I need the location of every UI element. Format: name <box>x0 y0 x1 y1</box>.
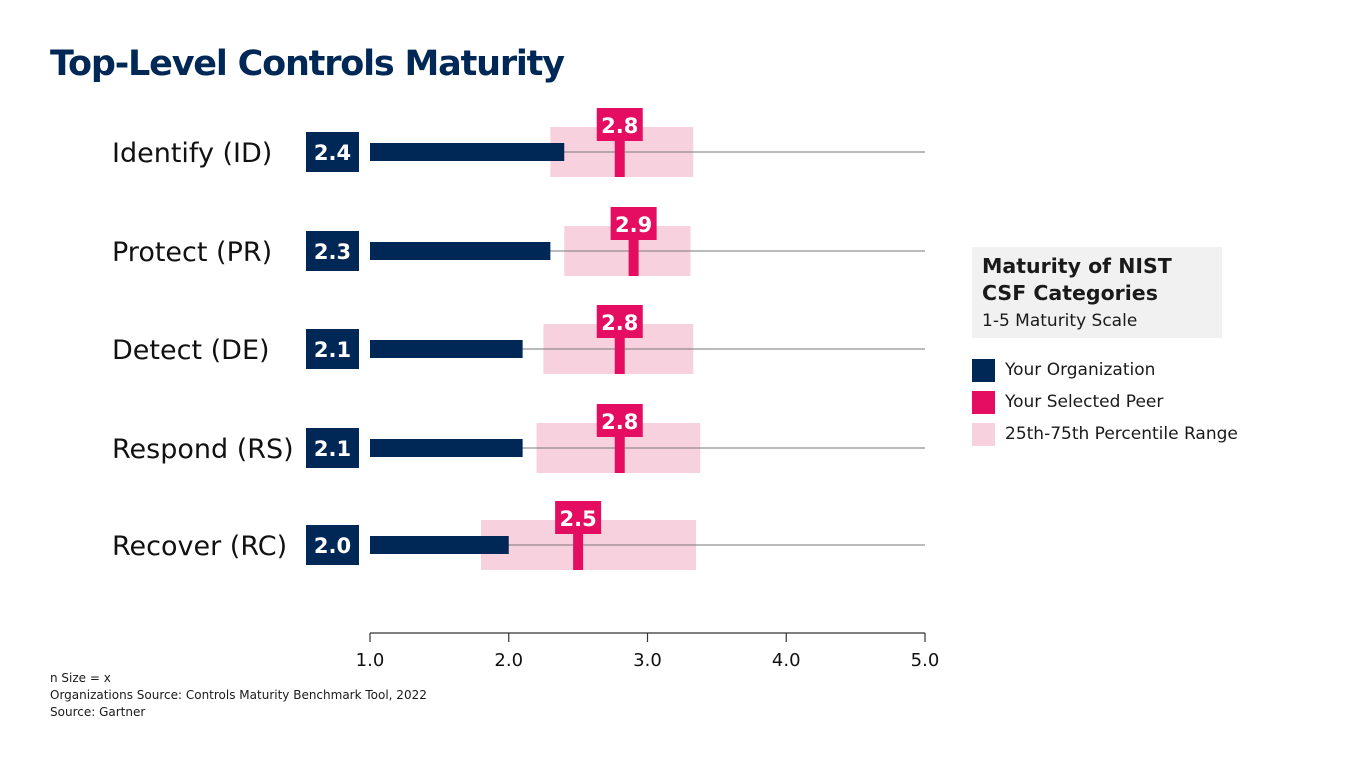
legend: Maturity of NIST CSF Categories 1-5 Matu… <box>972 247 1238 450</box>
organization-bar <box>370 439 523 457</box>
peer-value-label: 2.8 <box>601 410 638 434</box>
category-label: Detect (DE) <box>112 335 270 366</box>
category-label: Protect (PR) <box>112 237 272 268</box>
peer-marker <box>614 329 625 374</box>
peer-value-label: 2.9 <box>615 213 652 237</box>
organization-value-box <box>306 428 359 468</box>
legend-label-peer: Your Selected Peer <box>1005 392 1164 412</box>
peer-value-label: 2.8 <box>601 311 638 335</box>
organization-value-label: 2.1 <box>314 338 351 362</box>
peer-value-label: 2.5 <box>560 507 597 531</box>
chart-plot-area: 2.4 2.8 Identify (ID) 2.3 2.9 Protect (PR) 2.1… <box>112 108 940 671</box>
footnote-n-size: n Size = x <box>50 671 111 685</box>
footnote-source: Source: Gartner <box>50 705 146 719</box>
organization-value-box <box>306 525 359 565</box>
peer-marker <box>628 231 639 276</box>
organization-value-label: 2.1 <box>314 437 351 461</box>
legend-title: Maturity of NIST CSF Categories <box>982 254 1172 305</box>
peer-marker <box>614 428 625 473</box>
organization-value-box <box>306 329 359 369</box>
peer-value-box <box>596 404 643 437</box>
organization-bar <box>370 242 551 260</box>
peer-value-box <box>610 207 657 240</box>
peer-value-box <box>555 501 602 534</box>
peer-value-box <box>596 108 643 141</box>
x-axis-tick-label: 2.0 <box>494 650 523 671</box>
organization-value-box <box>306 231 359 271</box>
organization-value-box <box>306 132 359 172</box>
peer-value-box <box>596 305 643 338</box>
legend-swatch-range <box>972 422 995 446</box>
footnotes: n Size = x Organizations Source: Control… <box>50 670 427 721</box>
x-axis-tick-label: 3.0 <box>633 650 662 671</box>
category-label: Respond (RS) <box>112 434 294 465</box>
x-axis-tick-label: 1.0 <box>356 650 385 671</box>
legend-items: Your Organization Your Selected Peer 25t… <box>972 354 1238 450</box>
legend-label-range: 25th-75th Percentile Range <box>1005 424 1238 444</box>
organization-value-label: 2.0 <box>314 534 351 558</box>
organization-value-label: 2.4 <box>314 141 351 165</box>
chart-title: Top-Level Controls Maturity <box>50 44 565 84</box>
organization-value-label: 2.3 <box>314 240 351 264</box>
legend-item-range: 25th-75th Percentile Range <box>972 418 1238 450</box>
category-label: Identify (ID) <box>112 138 272 169</box>
category-label: Recover (RC) <box>112 531 287 562</box>
footnote-org-source: Organizations Source: Controls Maturity … <box>50 688 427 702</box>
legend-swatch-peer <box>972 390 995 414</box>
peer-value-label: 2.8 <box>601 114 638 138</box>
legend-item-peer: Your Selected Peer <box>972 386 1238 418</box>
organization-bar <box>370 143 565 161</box>
peer-marker <box>573 525 584 570</box>
legend-item-organization: Your Organization <box>972 354 1238 386</box>
legend-header: Maturity of NIST CSF Categories 1-5 Matu… <box>972 247 1222 338</box>
organization-bar <box>370 536 509 554</box>
x-axis-tick-label: 5.0 <box>911 650 940 671</box>
legend-label-organization: Your Organization <box>1005 360 1156 380</box>
legend-subtitle: 1-5 Maturity Scale <box>982 311 1138 331</box>
x-axis-tick-label: 4.0 <box>772 650 801 671</box>
organization-bar <box>370 340 523 358</box>
legend-swatch-organization <box>972 358 995 382</box>
peer-marker <box>614 132 625 177</box>
